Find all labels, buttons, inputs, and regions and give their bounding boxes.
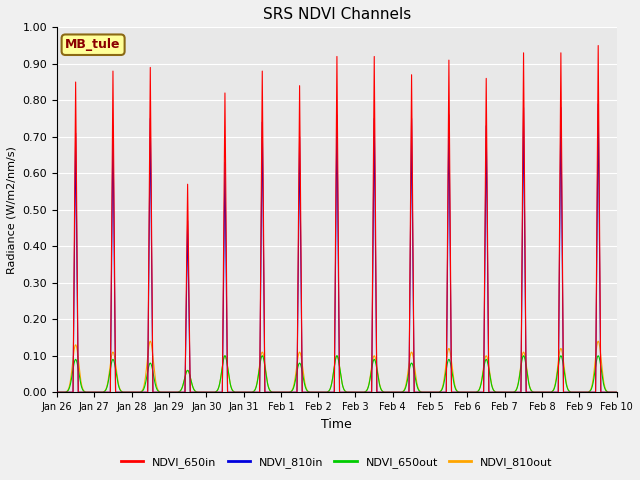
NDVI_810out bbox=[268, 389, 276, 395]
NDVI_810out bbox=[602, 387, 610, 393]
NDVI_650out bbox=[150, 375, 158, 381]
NDVI_650in bbox=[292, 389, 300, 395]
NDVI_650in bbox=[53, 389, 61, 395]
NDVI_650out bbox=[268, 389, 276, 395]
NDVI_650in bbox=[150, 389, 158, 395]
Y-axis label: Radiance (W/m2/nm/s): Radiance (W/m2/nm/s) bbox=[7, 146, 17, 274]
NDVI_650in bbox=[268, 389, 275, 395]
NDVI_650in bbox=[613, 389, 621, 395]
NDVI_650in bbox=[595, 43, 602, 48]
Line: NDVI_650in: NDVI_650in bbox=[57, 46, 617, 392]
NDVI_650out bbox=[602, 388, 610, 394]
NDVI_650out bbox=[53, 389, 61, 395]
NDVI_650out bbox=[117, 388, 125, 394]
NDVI_810out bbox=[150, 366, 158, 372]
NDVI_650in bbox=[602, 389, 610, 395]
NDVI_810out bbox=[292, 369, 300, 374]
X-axis label: Time: Time bbox=[321, 418, 352, 431]
NDVI_810out bbox=[613, 389, 621, 395]
NDVI_810out bbox=[53, 389, 61, 395]
Title: SRS NDVI Channels: SRS NDVI Channels bbox=[262, 7, 411, 22]
NDVI_810in bbox=[292, 389, 300, 395]
NDVI_810in bbox=[53, 389, 61, 395]
NDVI_810in bbox=[541, 389, 549, 395]
Text: MB_tule: MB_tule bbox=[65, 38, 121, 51]
NDVI_810in bbox=[150, 389, 158, 395]
NDVI_810in bbox=[268, 389, 275, 395]
NDVI_810out bbox=[541, 389, 549, 395]
NDVI_810out bbox=[147, 338, 154, 344]
NDVI_810in bbox=[595, 101, 602, 107]
Line: NDVI_810in: NDVI_810in bbox=[57, 104, 617, 392]
Line: NDVI_650out: NDVI_650out bbox=[57, 356, 617, 392]
NDVI_810out bbox=[117, 388, 125, 394]
NDVI_810in bbox=[602, 389, 610, 395]
NDVI_810in bbox=[117, 389, 125, 395]
NDVI_650in bbox=[117, 389, 125, 395]
NDVI_650out bbox=[292, 374, 300, 380]
Line: NDVI_810out: NDVI_810out bbox=[57, 341, 617, 392]
NDVI_650out bbox=[613, 389, 621, 395]
NDVI_650out bbox=[221, 353, 228, 359]
NDVI_650in bbox=[541, 389, 549, 395]
Legend: NDVI_650in, NDVI_810in, NDVI_650out, NDVI_810out: NDVI_650in, NDVI_810in, NDVI_650out, NDV… bbox=[116, 453, 557, 472]
NDVI_810in bbox=[613, 389, 621, 395]
NDVI_650out bbox=[541, 389, 549, 395]
